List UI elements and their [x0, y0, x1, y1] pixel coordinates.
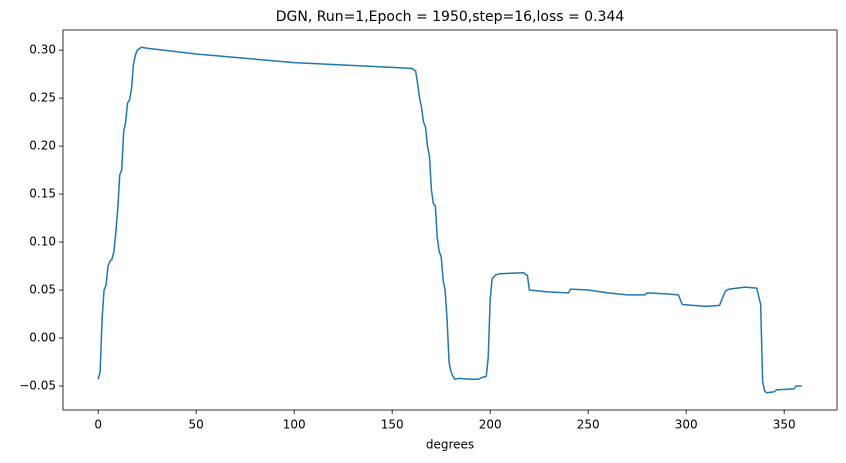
x-tick-label: 100 — [283, 418, 306, 432]
x-tick-label: 50 — [189, 418, 204, 432]
y-tick-label: 0.30 — [29, 43, 56, 57]
x-tick-label: 300 — [675, 418, 698, 432]
y-tick-label: 0.20 — [29, 139, 56, 153]
y-tick-label: 0.25 — [29, 91, 56, 105]
x-axis-label: degrees — [426, 438, 474, 452]
x-tick-label: 200 — [479, 418, 502, 432]
y-tick-label: 0.15 — [29, 187, 56, 201]
line-series — [97, 46, 802, 394]
x-tick-label: 250 — [577, 418, 600, 432]
y-tick-label: 0.05 — [29, 283, 56, 297]
x-tick-label: 350 — [773, 418, 796, 432]
plot-frame — [62, 29, 838, 411]
y-tick-label: 0.10 — [29, 235, 56, 249]
x-tick-label: 0 — [94, 418, 102, 432]
y-tick-label: −0.05 — [19, 379, 56, 393]
x-tick-label: 150 — [381, 418, 404, 432]
chart-title: DGN, Run=1,Epoch = 1950,step=16,loss = 0… — [276, 9, 625, 25]
y-tick-label: 0.00 — [29, 331, 56, 345]
